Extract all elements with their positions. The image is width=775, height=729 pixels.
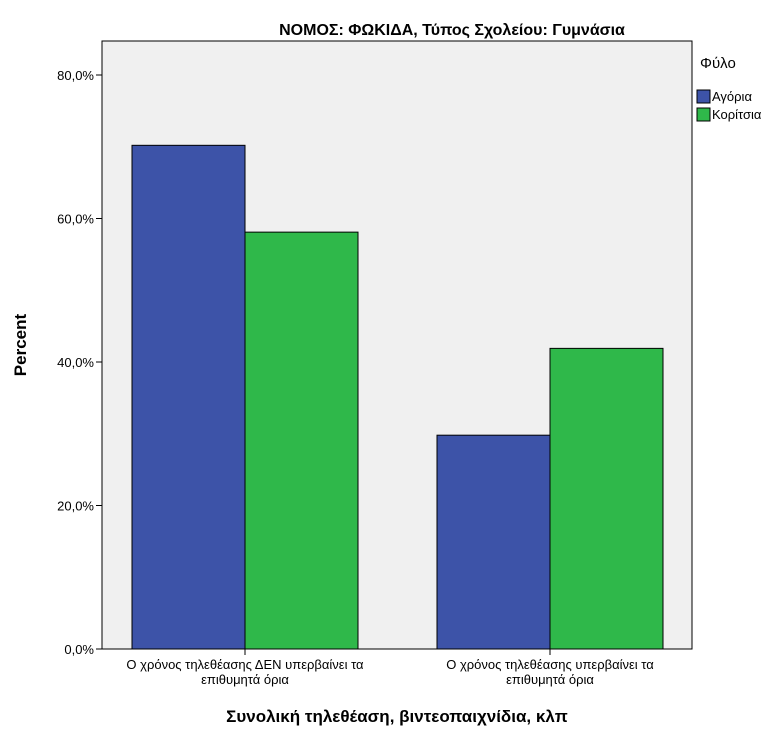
x-category-label-line: Ο χρόνος τηλεθέασης ΔΕΝ υπερβαίνει τα [126, 657, 364, 672]
x-category-label-line: επιθυμητά όρια [506, 672, 594, 687]
x-category-label-line: επιθυμητά όρια [201, 672, 289, 687]
x-axis-title: Συνολική τηλεθέαση, βιντεοπαιχνίδια, κλπ [226, 707, 568, 726]
y-tick-label: 20,0% [57, 499, 94, 514]
y-tick-label: 60,0% [57, 212, 94, 227]
x-category-label-line: Ο χρόνος τηλεθέασης υπερβαίνει τα [446, 657, 654, 672]
y-axis: 0,0% 20,0% 40,0% 60,0% 80,0% [57, 68, 102, 657]
y-tick-label: 40,0% [57, 355, 94, 370]
bar-girls-1 [244, 231, 359, 650]
bars [131, 144, 664, 650]
x-axis: Ο χρόνος τηλεθέασης ΔΕΝ υπερβαίνει τα επι… [126, 649, 654, 687]
bar-boys-1 [131, 144, 246, 650]
legend-swatch [696, 89, 711, 104]
y-axis-title: Percent [11, 313, 30, 376]
y-tick-label: 80,0% [57, 68, 94, 83]
x-category-label: Ο χρόνος τηλεθέασης ΔΕΝ υπερβαίνει τα επι… [126, 657, 364, 687]
legend: Φύλο Αγόρια Κορίτσια [696, 55, 762, 122]
y-tick-label: 0,0% [64, 642, 94, 657]
legend-label: Κορίτσια [712, 107, 762, 122]
legend-label: Αγόρια [712, 89, 752, 104]
x-category-label: Ο χρόνος τηλεθέασης υπερβαίνει τα επιθυμη… [446, 657, 654, 687]
legend-swatch [696, 107, 711, 122]
bar-boys-2 [436, 434, 551, 650]
chart-title: ΝΟΜΟΣ: ΦΩΚΙΔΑ, Τύπος Σχολείου: Γυμνάσια [279, 22, 625, 39]
bar-girls-2 [549, 347, 664, 650]
legend-title: Φύλο [700, 55, 736, 72]
